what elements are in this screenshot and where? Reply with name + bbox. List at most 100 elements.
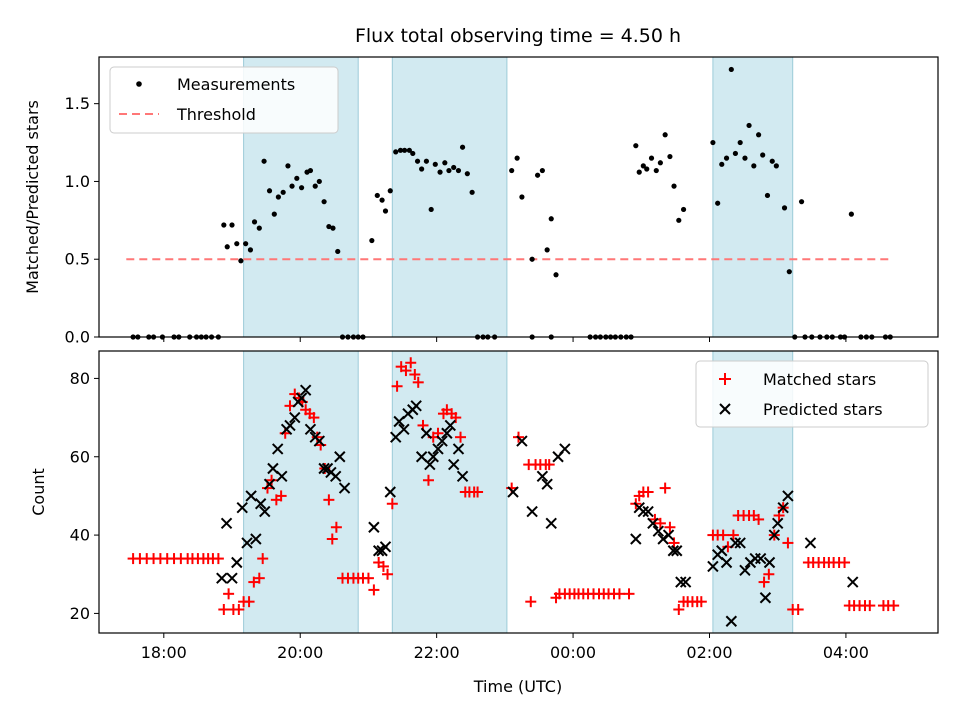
matched-star-point <box>543 459 555 471</box>
predicted-star-point <box>313 435 326 447</box>
predicted-star-point <box>304 423 317 436</box>
measurement-point <box>419 166 425 172</box>
predicted-star-point <box>289 411 301 424</box>
predicted-star-points <box>216 384 859 627</box>
measurement-point <box>464 171 470 177</box>
measurement-point <box>414 158 421 164</box>
matched-star-point <box>386 498 398 510</box>
predicted-star-point <box>759 592 772 604</box>
measurement-point <box>742 155 748 161</box>
measurement-point <box>289 183 295 189</box>
measurement-point <box>298 185 305 191</box>
measurement-point <box>330 225 336 231</box>
matched-star-point <box>257 553 269 565</box>
measurement-point <box>764 192 771 199</box>
matched-star-point <box>727 529 739 541</box>
predicted-star-point <box>456 470 469 483</box>
ratio-legend: Measurements Threshold <box>109 66 339 134</box>
matched-star-point <box>888 600 900 612</box>
measurement-point <box>671 183 677 189</box>
matched-star-point <box>613 588 625 600</box>
count-legend-box <box>695 360 929 428</box>
measurement-point <box>529 256 535 262</box>
matched-star-point <box>311 431 323 443</box>
matched-star-point <box>326 533 338 545</box>
matched-star-point <box>659 482 671 494</box>
measurement-point <box>469 189 475 195</box>
predicted-star-point <box>263 478 276 490</box>
predicted-star-point <box>372 545 385 557</box>
predicted-star-point <box>410 400 422 412</box>
matched-star-point <box>695 596 707 608</box>
measurement-point <box>798 199 805 205</box>
ratio-window-1 <box>391 56 508 338</box>
measurement-point <box>307 167 314 174</box>
predicted-star-point <box>452 443 465 455</box>
predicted-star-point <box>267 462 279 475</box>
measurement-point <box>751 163 757 169</box>
predicted-star-point <box>729 537 742 549</box>
measurement-point <box>326 223 332 230</box>
measurement-point <box>756 132 762 138</box>
measurement-point <box>437 169 443 175</box>
measurement-point <box>423 158 430 164</box>
predicted-star-point <box>441 427 453 439</box>
xtick-label: 22:00 <box>414 643 460 662</box>
matched-star-point <box>654 517 666 529</box>
matched-star-point <box>330 521 342 533</box>
predicted-star-point <box>734 537 746 549</box>
ratio-frame <box>98 56 939 338</box>
matched-star-point <box>405 357 417 369</box>
predicted-star-point <box>250 533 262 545</box>
predicted-star-point <box>254 498 267 510</box>
predicted-star-point <box>216 572 228 584</box>
predicted-star-point <box>545 517 557 530</box>
matched-star-point <box>323 494 335 506</box>
predicted-star-point <box>236 501 248 514</box>
predicted-star-point <box>804 537 817 549</box>
measurement-point <box>401 147 408 153</box>
measurement-point <box>247 247 254 253</box>
predicted-star-point <box>559 443 571 455</box>
predicted-star-point <box>226 572 238 584</box>
measurement-point <box>723 155 730 161</box>
measurement-point <box>640 163 646 169</box>
measurement-point <box>455 167 462 174</box>
ratio-ytick-label: 0.5 <box>65 250 90 269</box>
predicted-star-point <box>295 392 308 404</box>
predicted-star-point <box>536 470 549 483</box>
predicted-star-point <box>447 458 460 471</box>
legend-matched-label: Matched stars <box>763 370 876 389</box>
predicted-star-point <box>662 529 675 541</box>
predicted-star-point <box>675 576 687 588</box>
predicted-star-point <box>379 541 392 553</box>
matched-star-point <box>223 588 235 600</box>
measurement-point <box>786 269 792 275</box>
measurement-point <box>648 155 655 161</box>
matched-star-point <box>275 490 287 502</box>
matched-star-point <box>422 474 434 486</box>
measurement-point <box>229 222 235 228</box>
measurement-point <box>667 153 673 160</box>
matched-star-point <box>261 482 273 494</box>
x-axis-label: Time (UTC) <box>473 677 562 696</box>
predicted-star-point <box>259 505 271 518</box>
matched-star-point <box>455 431 467 443</box>
legend-predicted-label: Predicted stars <box>763 400 883 419</box>
measurement-point <box>397 147 404 153</box>
predicted-star-point <box>276 470 288 483</box>
matched-star-point <box>623 588 635 600</box>
measurement-point <box>369 237 375 244</box>
ratio-panel: 0.0 0.5 1.0 1.5 Flux total observing time =… <box>23 25 939 347</box>
predicted-star-point <box>716 545 728 557</box>
predicted-star-point <box>436 435 448 447</box>
measurement-point <box>737 139 743 146</box>
legend-threshold-label: Threshold <box>176 105 256 124</box>
matched-star-points <box>127 357 900 615</box>
measurement-point <box>382 208 389 214</box>
predicted-star-point <box>657 533 669 545</box>
predicted-star-point <box>847 576 859 588</box>
measurement-point <box>732 150 739 157</box>
measurement-point <box>680 206 687 213</box>
